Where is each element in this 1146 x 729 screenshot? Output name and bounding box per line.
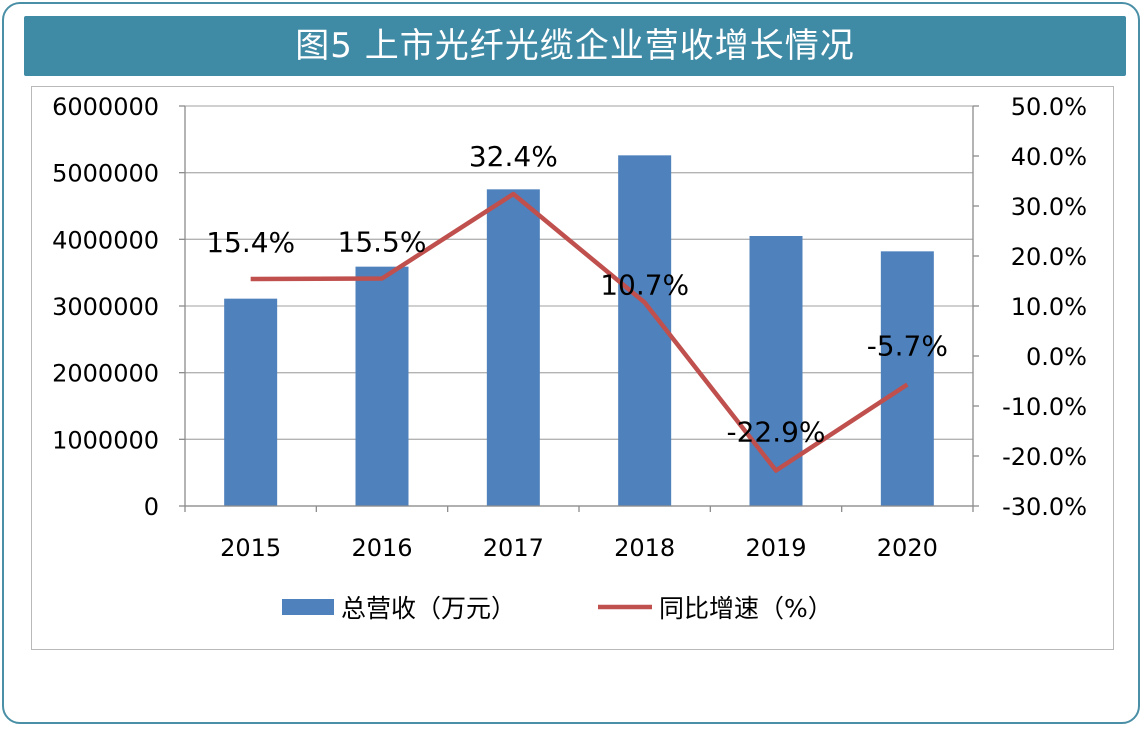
legend: 总营收（万元） 同比增速（%） bbox=[282, 594, 833, 623]
legend-swatch-bar bbox=[282, 599, 334, 615]
bar-series bbox=[224, 155, 934, 507]
x-tick-label: 2020 bbox=[877, 534, 938, 562]
bar-2016 bbox=[355, 266, 409, 506]
x-tick-label: 2015 bbox=[220, 534, 281, 562]
left-tick-label: 1000000 bbox=[52, 426, 159, 454]
data-label: 10.7% bbox=[600, 269, 689, 302]
line-series bbox=[250, 191, 909, 473]
bar-2020 bbox=[880, 251, 934, 506]
data-label: 32.4% bbox=[469, 140, 558, 173]
left-tick-label: 2000000 bbox=[52, 360, 159, 388]
data-label: -22.9% bbox=[726, 416, 825, 449]
right-tick-label: -20.0% bbox=[1002, 443, 1087, 471]
left-tick-label: 0 bbox=[144, 493, 159, 521]
right-tick-label: -10.0% bbox=[1002, 393, 1087, 421]
right-tick-label: 20.0% bbox=[1011, 243, 1087, 271]
left-tick-label: 3000000 bbox=[52, 293, 159, 321]
right-tick-label: 10.0% bbox=[1011, 293, 1087, 321]
left-tick-label: 5000000 bbox=[52, 160, 159, 188]
bar-2015 bbox=[224, 298, 278, 506]
right-tick-label: 50.0% bbox=[1011, 93, 1087, 121]
bar-2018 bbox=[618, 155, 672, 507]
chart-title: 图5 上市光纤光缆企业营收增长情况 bbox=[295, 26, 855, 66]
left-axis-ticks: 0 1000000 2000000 3000000 4000000 5000000 6000… bbox=[52, 93, 159, 521]
right-axis-ticks: -30.0% -20.0% -10.0% 0.0% 10.0% 20.0% 30.0% 40.… bbox=[1002, 93, 1087, 521]
data-label: 15.4% bbox=[206, 226, 295, 259]
legend-label-bar: 总营收（万元） bbox=[341, 594, 516, 623]
x-tick-label: 2017 bbox=[483, 534, 544, 562]
axes bbox=[179, 105, 979, 512]
gridlines bbox=[185, 105, 973, 507]
bar-2017 bbox=[486, 189, 540, 507]
left-tick-label: 4000000 bbox=[52, 226, 159, 254]
data-labels: 15.4% 15.5% 32.4% 10.7% -22.9% -5.7% bbox=[206, 140, 948, 449]
x-tick-label: 2018 bbox=[614, 534, 675, 562]
x-axis-ticks: 2015 2016 2017 2018 2019 2020 bbox=[220, 534, 938, 562]
right-tick-label: 30.0% bbox=[1011, 193, 1087, 221]
x-tick-label: 2019 bbox=[745, 534, 806, 562]
right-tick-label: 0.0% bbox=[1026, 343, 1087, 371]
left-tick-label: 6000000 bbox=[52, 93, 159, 121]
data-label: -5.7% bbox=[867, 330, 948, 363]
x-tick-label: 2016 bbox=[351, 534, 412, 562]
data-label: 15.5% bbox=[338, 226, 427, 259]
bar-2019 bbox=[749, 236, 803, 506]
right-tick-label: 40.0% bbox=[1011, 143, 1087, 171]
legend-label-line: 同比增速（%） bbox=[659, 594, 833, 623]
title-bar: 图5 上市光纤光缆企业营收增长情况 bbox=[24, 16, 1126, 76]
growth-line bbox=[250, 191, 909, 473]
right-tick-label: -30.0% bbox=[1002, 493, 1087, 521]
